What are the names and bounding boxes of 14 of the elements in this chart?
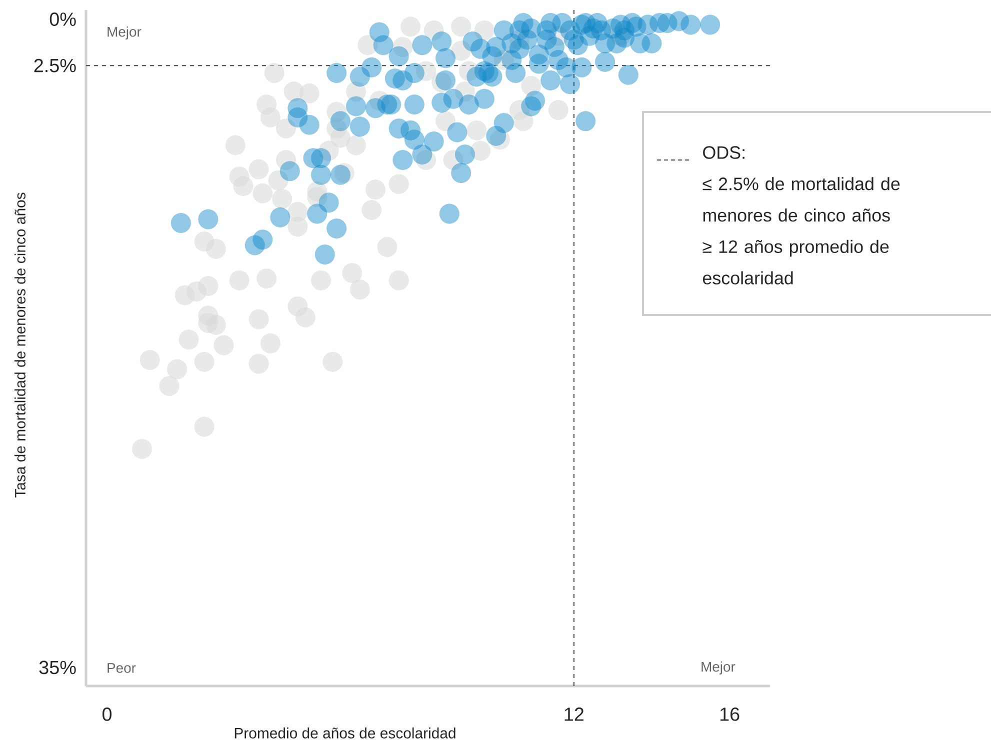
y-tick-label: 2.5% (34, 58, 76, 72)
x-axis-title: Promedio de años de escolaridad (234, 727, 456, 738)
annotation: Mejor (108, 26, 142, 40)
annotation: Mejor (702, 661, 736, 674)
annotation: Peor (108, 663, 136, 673)
x-tick-label: 12 (564, 708, 584, 721)
annotation: ODS: (703, 146, 744, 159)
x-tick-label: 0 (102, 708, 112, 721)
y-tick-label: 0% (50, 12, 76, 26)
annotation: ≤ 2.5% de mortalidad de menores de cinco años (702, 177, 900, 222)
annotation: ≥ 12 años promedio de escolaridad (702, 240, 889, 284)
y-axis-title: Tasa de mortalidad de menores de cinco años (14, 192, 26, 498)
y-tick-label: 35% (39, 660, 76, 674)
x-tick-label: 16 (720, 708, 740, 721)
